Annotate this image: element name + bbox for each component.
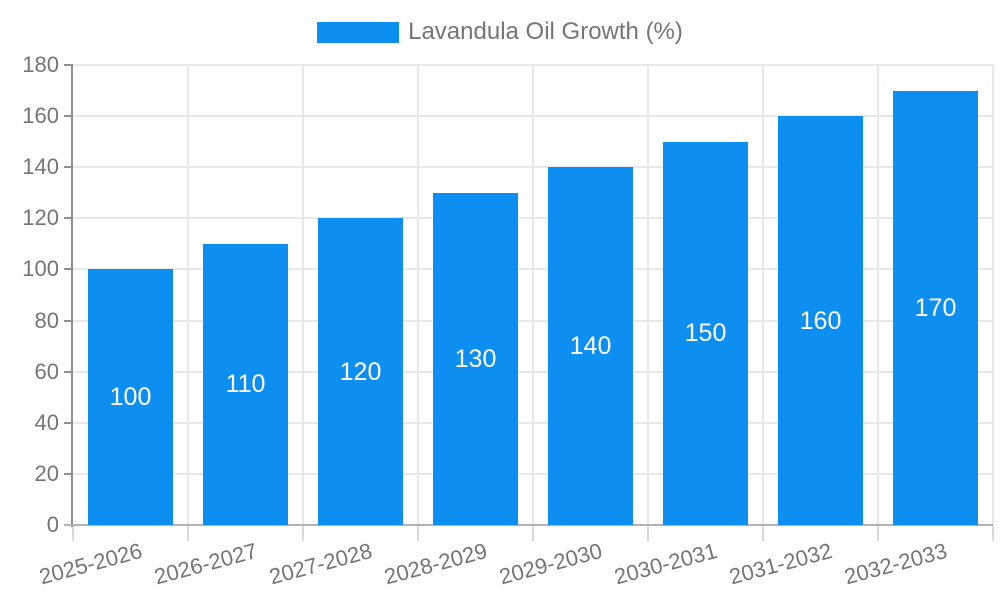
v-gridline — [762, 65, 764, 525]
y-axis-line — [71, 65, 73, 527]
y-axis-tick — [64, 421, 73, 424]
x-axis-category-label: 2032-2033 — [841, 538, 950, 590]
bar-value-label: 120 — [339, 357, 382, 386]
x-axis-category-label: 2030-2031 — [611, 538, 720, 590]
y-axis-tick-label: 60 — [34, 358, 59, 384]
bar-value-label: 110 — [225, 370, 266, 399]
y-axis-tick-label: 80 — [34, 307, 59, 333]
y-axis-tick-label: 140 — [22, 154, 59, 180]
x-axis-category-label: 2025-2026 — [36, 538, 145, 590]
bar — [663, 141, 748, 525]
x-axis-category-label: 2026-2027 — [151, 538, 260, 590]
y-axis-tick — [64, 268, 73, 271]
y-axis-tick-label: 0 — [46, 512, 59, 537]
bar-value-label: 140 — [569, 332, 612, 361]
x-axis-tick — [992, 526, 994, 541]
x-axis-tick — [417, 526, 419, 541]
bar — [778, 116, 863, 525]
chart-legend[interactable]: Lavandula Oil Growth (%) — [0, 18, 1000, 46]
bar — [203, 243, 288, 525]
v-gridline — [187, 65, 189, 525]
x-axis-category-label: 2029-2030 — [496, 538, 605, 590]
y-axis-tick-label: 160 — [22, 103, 59, 129]
v-gridline — [532, 65, 534, 525]
v-gridline — [647, 65, 649, 525]
y-axis-tick — [64, 64, 73, 66]
x-axis-category-label: 2027-2028 — [266, 538, 375, 590]
y-axis-tick — [64, 472, 73, 475]
v-gridline — [877, 65, 879, 525]
v-gridline — [302, 65, 304, 525]
legend-label[interactable]: Lavandula Oil Growth (%) — [408, 18, 683, 45]
x-axis-category-label: 2031-2032 — [726, 538, 835, 590]
bar — [88, 269, 173, 525]
y-axis-tick — [64, 166, 73, 169]
bar-value-label: 170 — [914, 293, 957, 322]
y-axis-tick-label: 100 — [22, 256, 59, 282]
y-axis-tick-label: 20 — [34, 460, 59, 486]
x-axis-tick — [532, 526, 534, 541]
legend-swatch[interactable] — [317, 21, 400, 43]
x-axis-tick — [762, 526, 764, 541]
bar-value-label: 160 — [799, 306, 842, 335]
bar-value-label: 150 — [684, 319, 727, 348]
x-axis-tick — [187, 526, 189, 541]
bar — [318, 218, 403, 525]
bar — [548, 167, 633, 525]
v-gridline — [992, 65, 994, 525]
y-axis-tick-label: 120 — [22, 205, 59, 231]
y-axis-tick-label: 40 — [34, 409, 59, 435]
x-axis-tick — [647, 526, 649, 541]
v-gridline — [417, 65, 419, 525]
bar-value-label: 130 — [454, 344, 497, 373]
y-axis-tick — [64, 115, 73, 118]
x-axis-tick — [72, 526, 74, 541]
bar-value-label: 100 — [109, 383, 152, 412]
x-axis-tick — [877, 526, 879, 541]
bar — [433, 192, 518, 525]
x-axis-category-label: 2028-2029 — [381, 538, 490, 590]
x-axis-tick — [302, 526, 304, 541]
y-axis-tick — [64, 319, 73, 322]
bar — [893, 90, 978, 525]
x-axis-line — [64, 524, 993, 526]
y-axis-tick — [64, 217, 73, 220]
y-axis-tick-label: 180 — [22, 52, 59, 77]
y-axis-tick — [64, 370, 73, 373]
